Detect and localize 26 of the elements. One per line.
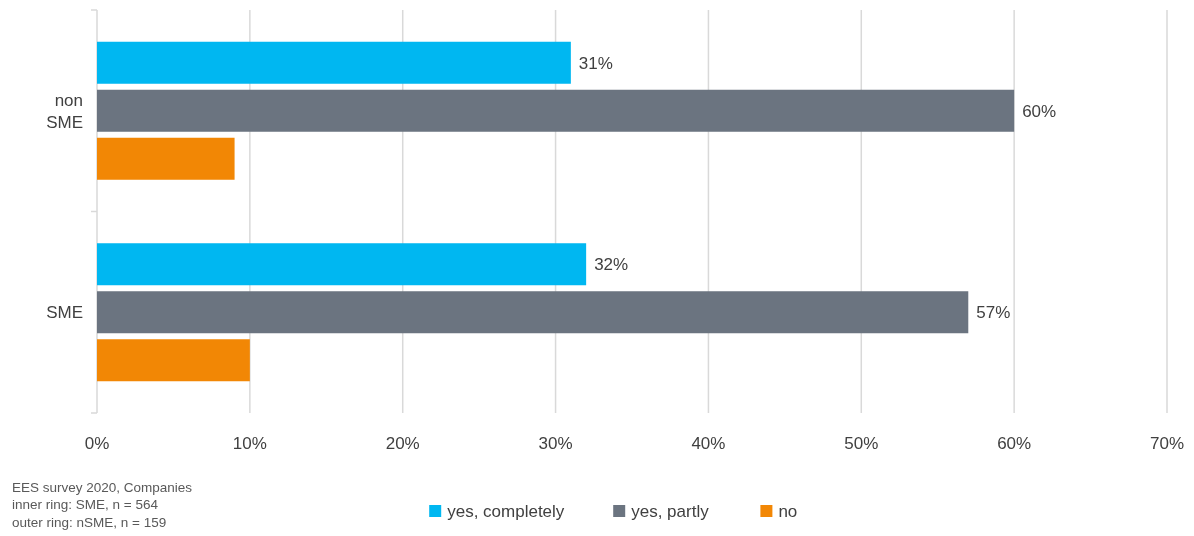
x-tick-label: 30% — [538, 433, 573, 453]
y-tick-label: non SME — [46, 90, 83, 132]
legend-label: yes, completely — [447, 501, 565, 521]
data-label: 57% — [976, 303, 1011, 323]
legend-label: yes, partly — [631, 501, 710, 521]
x-tick-label: 40% — [691, 433, 726, 453]
data-label: 32% — [594, 255, 629, 275]
y-tick-label: SME — [46, 303, 83, 323]
bar — [97, 243, 587, 286]
x-tick-label: 0% — [84, 433, 110, 453]
x-tick-label: 10% — [232, 433, 267, 453]
data-label: 60% — [1022, 101, 1057, 121]
bar — [97, 339, 250, 382]
x-tick-label: 70% — [1149, 433, 1185, 453]
data-label: 31% — [578, 53, 613, 73]
x-tick-label: 50% — [844, 433, 879, 453]
text: EES survey 2020, Companies — [12, 479, 193, 495]
text: inner ring: SME, n = 564 — [12, 497, 159, 513]
bar — [97, 41, 571, 84]
bar — [97, 291, 969, 334]
text: outer ring: nSME, n = 159 — [12, 514, 167, 530]
x-tick-label: 20% — [385, 433, 420, 453]
x-tick-label: 60% — [997, 433, 1032, 453]
bar — [97, 137, 235, 180]
legend-label: no — [778, 501, 798, 521]
bar — [97, 89, 1015, 132]
